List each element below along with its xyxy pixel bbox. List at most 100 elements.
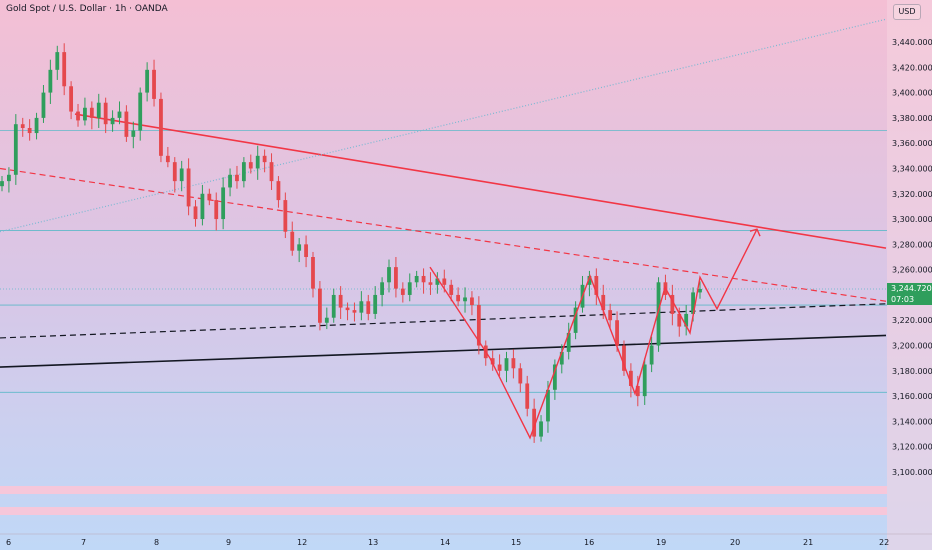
y-tick-label: 3,300.000: [892, 215, 932, 224]
candle-body: [546, 389, 550, 422]
candle-body: [311, 257, 315, 289]
band-lower: [0, 507, 887, 515]
candle-body: [318, 288, 322, 323]
candle-body: [276, 181, 281, 201]
candle-body: [615, 320, 619, 346]
candle-body: [566, 332, 571, 352]
y-tick-label: 3,100.000: [892, 468, 932, 477]
projection-arrow-head: [749, 228, 761, 237]
candle-body: [608, 310, 613, 321]
candle-body: [622, 345, 626, 371]
candle-body: [193, 206, 198, 220]
y-tick-label: 3,420.000: [892, 63, 932, 72]
candle-body: [573, 307, 578, 333]
candle-body: [387, 267, 391, 283]
candle-body: [269, 162, 274, 182]
candle-body: [200, 193, 205, 220]
last-price-tag: 3,244.720 07:03: [887, 283, 932, 305]
candle-body: [490, 358, 495, 365]
candle-body: [0, 181, 4, 187]
candle-body: [7, 174, 11, 182]
candle-body: [283, 200, 288, 232]
x-tick-label: 14: [440, 538, 450, 547]
x-tick-label: 16: [584, 538, 594, 547]
band-upper: [0, 486, 887, 494]
y-tick-label: 3,360.000: [892, 139, 932, 148]
candle-body: [359, 301, 364, 313]
x-tick-label: 12: [297, 538, 307, 547]
y-tick-label: 3,140.000: [892, 417, 932, 426]
candle-body: [449, 284, 454, 295]
candle-body: [366, 301, 371, 314]
candle-body: [110, 117, 115, 125]
y-tick-label: 3,340.000: [892, 164, 932, 173]
candle-body: [435, 278, 440, 285]
candle-body: [587, 275, 592, 285]
candle-body: [304, 244, 308, 258]
candle-body: [41, 92, 46, 118]
candle-body: [214, 200, 219, 220]
candle-body: [138, 92, 143, 131]
candle-body: [96, 102, 101, 118]
y-tick-label: 3,440.000: [892, 38, 932, 47]
candle-body: [62, 52, 67, 87]
candle-body: [55, 52, 60, 70]
y-tick-label: 3,220.000: [892, 316, 932, 325]
candle-body: [476, 305, 481, 346]
candle-body: [338, 294, 343, 308]
trendline: [74, 113, 887, 249]
candle-body: [380, 282, 384, 295]
candle-body: [691, 292, 695, 314]
candle-body: [428, 282, 433, 285]
candle-body: [172, 162, 177, 182]
price-axis: [887, 0, 932, 550]
candle-body: [179, 168, 184, 182]
candle-body: [642, 364, 647, 397]
currency-button[interactable]: USD: [893, 4, 921, 20]
countdown-timer: 07:03: [891, 295, 915, 304]
candle-body: [221, 187, 226, 220]
candle-body: [407, 282, 412, 295]
y-tick-label: 3,400.000: [892, 89, 932, 98]
candle-body: [27, 128, 32, 134]
candle-body: [34, 117, 39, 134]
candle-body: [552, 364, 557, 390]
candle-body: [255, 155, 260, 169]
candle-body: [152, 69, 156, 99]
candle-body: [235, 174, 239, 182]
y-tick-label: 3,120.000: [892, 443, 932, 452]
x-tick-label: 19: [656, 538, 666, 547]
y-tick-label: 3,180.000: [892, 367, 932, 376]
candle-body: [131, 130, 136, 137]
candle-body: [698, 288, 702, 293]
candle-body: [13, 124, 18, 175]
trendline: [0, 303, 887, 339]
candle-body: [159, 98, 163, 156]
candle-body: [635, 386, 640, 397]
x-tick-label: 20: [730, 538, 740, 547]
candle-body: [145, 69, 150, 93]
candle-body: [331, 294, 336, 318]
candle-body: [186, 168, 191, 207]
candle-body: [518, 368, 523, 384]
candle-body: [470, 297, 474, 306]
candle-body: [511, 358, 516, 369]
candle-body: [228, 174, 232, 188]
candle-body: [117, 111, 122, 118]
x-tick-label: 13: [368, 538, 378, 547]
candle-body: [207, 193, 212, 201]
x-tick-label: 22: [879, 538, 889, 547]
candle-body: [165, 155, 170, 163]
trendline: [0, 18, 887, 233]
x-tick-label: 8: [154, 538, 159, 547]
candle-body: [89, 107, 94, 118]
x-tick-label: 15: [511, 538, 521, 547]
y-tick-label: 3,260.000: [892, 266, 932, 275]
candle-body: [400, 288, 405, 295]
chart-title: Gold Spot / U.S. Dollar · 1h · OANDA: [6, 4, 168, 14]
x-tick-label: 21: [803, 538, 813, 547]
candle-body: [394, 267, 398, 289]
candle-body: [684, 313, 689, 327]
